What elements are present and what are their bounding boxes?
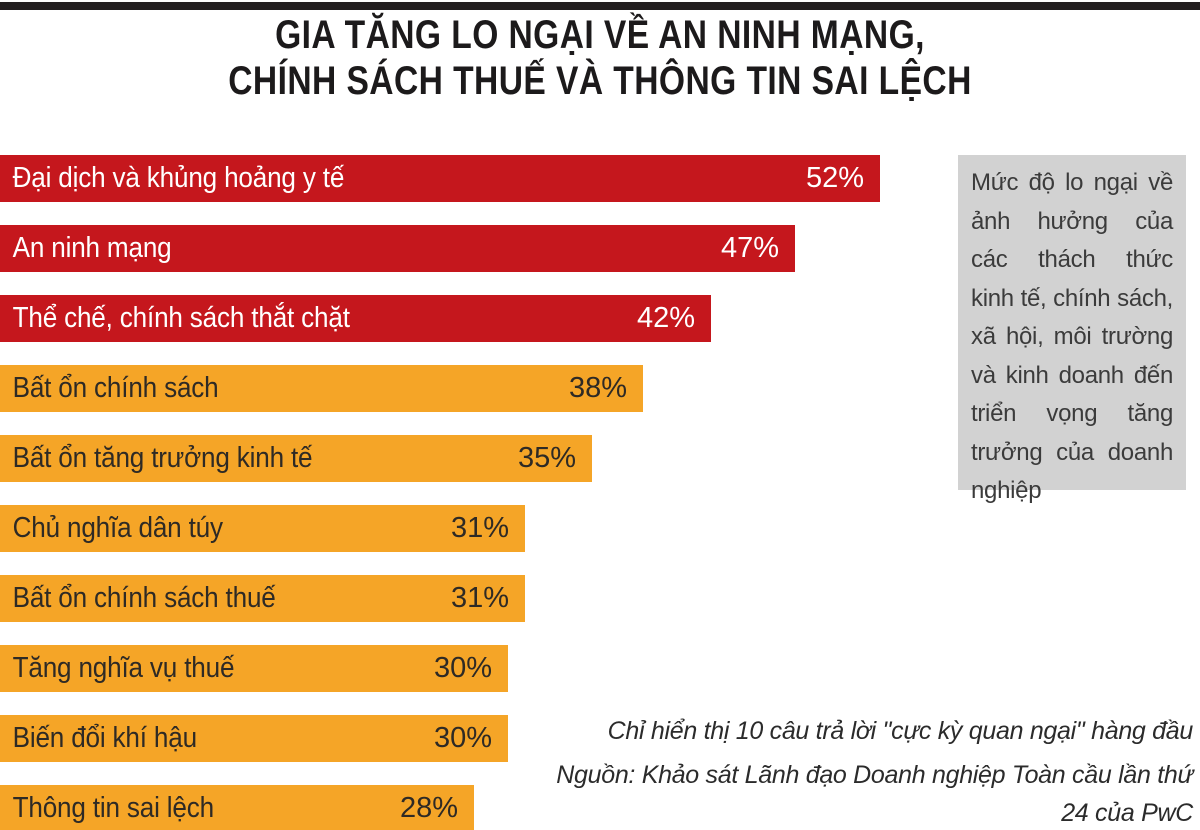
bar-value: 28% [399, 792, 458, 824]
page-title: GIA TĂNG LO NGẠI VỀ AN NINH MẠNG, CHÍNH … [96, 12, 1104, 104]
side-note-text: Mức độ lo ngại về ảnh hưởng của các thác… [971, 169, 1173, 504]
bar-label: Bất ổn tăng trưởng kinh tế [12, 442, 313, 474]
bar-value: 47% [720, 232, 779, 264]
bar: Bất ổn tăng trưởng kinh tế 35% [0, 435, 592, 482]
bar-row: Bất ổn tăng trưởng kinh tế 35% [0, 435, 592, 482]
bar-value: 31% [450, 512, 509, 544]
bar-row: Thông tin sai lệch 28% [0, 785, 474, 830]
bar-row: An ninh mạng 47% [0, 225, 795, 272]
bar-value: 52% [805, 162, 864, 194]
bar: Thông tin sai lệch 28% [0, 785, 474, 830]
bar-label: An ninh mạng [12, 232, 172, 264]
bar: Bất ổn chính sách thuế 31% [0, 575, 525, 622]
footnote-source: Nguồn: Khảo sát Lãnh đạo Doanh nghiệp To… [556, 761, 1193, 827]
footnote-note: Chỉ hiển thị 10 câu trả lời "cực kỳ quan… [607, 717, 1194, 745]
bar: Bất ổn chính sách 38% [0, 365, 643, 412]
bar-value: 35% [517, 442, 576, 474]
side-note-box: Mức độ lo ngại về ảnh hưởng của các thác… [958, 155, 1186, 504]
bar-value: 31% [450, 582, 509, 614]
bar: Thể chế, chính sách thắt chặt 42% [0, 295, 711, 342]
top-divider [0, 2, 1200, 10]
page-title-line1: GIA TĂNG LO NGẠI VỀ AN NINH MẠNG, [275, 13, 925, 57]
bar-row: Đại dịch và khủng hoảng y tế 52% [0, 155, 880, 202]
bar: Chủ nghĩa dân túy 31% [0, 505, 525, 552]
bar-row: Bất ổn chính sách thuế 31% [0, 575, 525, 622]
bar-label: Thể chế, chính sách thắt chặt [12, 302, 350, 334]
page-title-line2: CHÍNH SÁCH THUẾ VÀ THÔNG TIN SAI LỆCH [228, 59, 972, 103]
bar-label: Biến đổi khí hậu [12, 722, 197, 754]
bar: Đại dịch và khủng hoảng y tế 52% [0, 155, 880, 202]
bar: Tăng nghĩa vụ thuế 30% [0, 645, 508, 692]
bar-label: Bất ổn chính sách thuế [12, 582, 276, 614]
bar: Biến đổi khí hậu 30% [0, 715, 508, 762]
bar-row: Biến đổi khí hậu 30% [0, 715, 508, 762]
bar-value: 30% [433, 722, 492, 754]
bar-label: Chủ nghĩa dân túy [12, 512, 223, 544]
bar-label: Đại dịch và khủng hoảng y tế [12, 162, 345, 194]
bar-row: Bất ổn chính sách 38% [0, 365, 643, 412]
bar-row: Chủ nghĩa dân túy 31% [0, 505, 525, 552]
bar-row: Thể chế, chính sách thắt chặt 42% [0, 295, 711, 342]
bar-chart: Đại dịch và khủng hoảng y tế 52% An ninh… [0, 155, 960, 830]
bar: An ninh mạng 47% [0, 225, 795, 272]
bar-value: 30% [433, 652, 492, 684]
bar-value: 38% [568, 372, 627, 404]
footnotes: Chỉ hiển thị 10 câu trả lời "cực kỳ quan… [555, 712, 1193, 830]
bar-label: Bất ổn chính sách [12, 372, 219, 404]
bar-row: Tăng nghĩa vụ thuế 30% [0, 645, 508, 692]
bar-label: Thông tin sai lệch [12, 792, 215, 824]
bar-label: Tăng nghĩa vụ thuế [12, 652, 235, 684]
bar-value: 42% [636, 302, 695, 334]
